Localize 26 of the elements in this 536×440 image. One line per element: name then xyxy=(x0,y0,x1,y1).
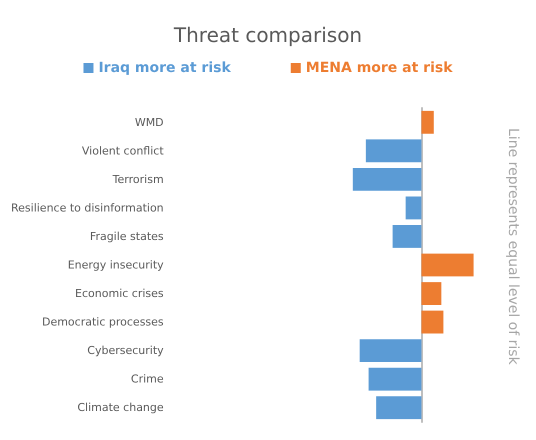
bar xyxy=(392,225,422,248)
y-tick-label: Terrorism xyxy=(112,172,164,186)
legend-label: Iraq more at risk xyxy=(98,60,232,76)
y-tick-label: WMD xyxy=(134,116,164,129)
bar xyxy=(406,196,422,220)
bar xyxy=(352,168,422,191)
text: Line represents equal level of risk xyxy=(505,128,521,366)
bar xyxy=(421,254,474,276)
y-tick-label: Crime xyxy=(130,372,164,386)
bar xyxy=(360,339,422,362)
y-tick-label: Cybersecurity xyxy=(87,344,164,358)
y-tick-label: Violent conflict xyxy=(82,144,164,158)
bar xyxy=(366,139,422,162)
bar xyxy=(421,282,442,305)
legend-label: MENA more at risk xyxy=(306,60,454,76)
y-tick-label: Resilience to disinformation xyxy=(10,201,164,214)
chart-title: Threat comparison xyxy=(172,23,362,47)
bar xyxy=(421,110,434,134)
y-tick-label: Fragile states xyxy=(90,230,164,243)
y-tick-label: Energy insecurity xyxy=(68,258,164,272)
bar xyxy=(421,310,444,334)
y-tick-label: Climate change xyxy=(77,401,164,414)
y-tick-label: Democratic processes xyxy=(42,316,164,329)
bar xyxy=(376,396,422,420)
y-tick-label: Economic crises xyxy=(75,287,164,300)
bar xyxy=(368,368,422,391)
